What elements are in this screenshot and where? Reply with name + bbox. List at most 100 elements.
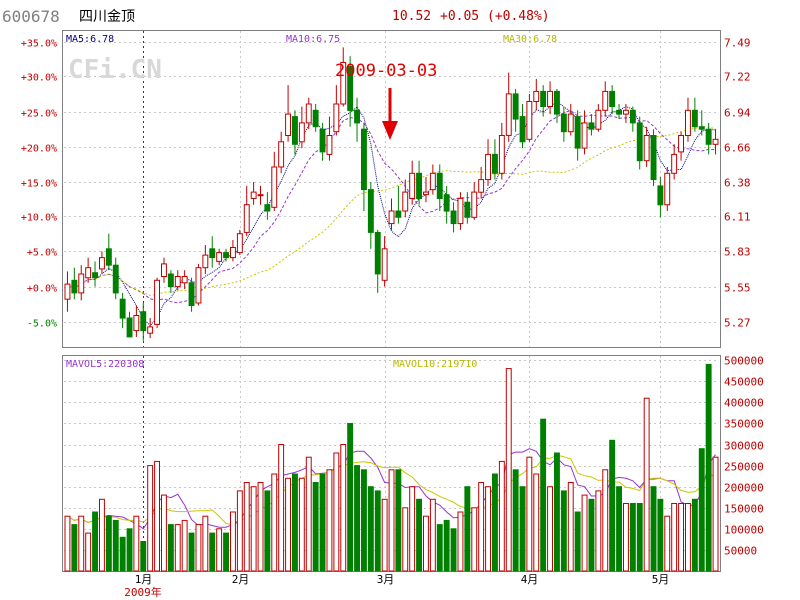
candle-up: [685, 109, 691, 137]
annotation-arrow: [382, 88, 398, 140]
volume-bar: [602, 469, 609, 572]
candle-down: [436, 172, 443, 200]
candle-up: [333, 103, 340, 133]
volume-axis-label: 250000: [724, 461, 764, 474]
candle-up: [326, 135, 333, 155]
candle-up: [409, 172, 416, 200]
candle-up: [99, 257, 105, 270]
volume-bar: [450, 528, 457, 572]
volume-bar: [623, 503, 629, 572]
watermark-logo: CFi.CN: [68, 55, 162, 85]
volume-bar: [188, 532, 195, 572]
annotation-date: 2009-03-03: [335, 61, 437, 81]
price-change: +0.05: [440, 9, 479, 24]
x-tick-label: 1月: [135, 573, 153, 586]
candle-down: [464, 201, 471, 218]
volume-bar: [671, 503, 678, 572]
volume-bar: [367, 486, 374, 572]
volume-bar: [140, 541, 147, 572]
left-axis-label: -5.0%: [27, 319, 57, 330]
candle-up: [388, 210, 395, 225]
candle-up: [623, 109, 629, 115]
moving-average-lines: [67, 100, 716, 327]
volume-bar: [705, 363, 712, 572]
price-value: 10.52: [392, 9, 431, 24]
candle-up: [602, 90, 609, 111]
candle-down: [209, 248, 216, 259]
legend-mavol10: MAVOL10:219710: [393, 359, 477, 370]
candle-down: [354, 109, 361, 124]
price-grid: [64, 42, 719, 323]
candle-down: [71, 279, 78, 294]
candle-down: [223, 252, 230, 259]
volume-bar: [616, 486, 622, 572]
volume-bar: [278, 444, 285, 572]
candle-up: [250, 191, 257, 199]
volume-bar: [216, 528, 223, 572]
candle-down: [657, 185, 664, 206]
volume-bar: [326, 469, 333, 572]
candle-down: [140, 311, 147, 332]
volume-bar: [416, 498, 423, 572]
volume-bar: [581, 494, 588, 572]
candle-up: [202, 254, 209, 269]
volume-bar: [505, 368, 512, 572]
volume-bar: [195, 524, 202, 572]
candle-up: [195, 267, 202, 304]
volume-bar: [347, 423, 354, 572]
candle-up: [664, 172, 671, 206]
volume-bar: [71, 524, 78, 572]
volume-bar: [298, 477, 305, 572]
candle-down: [367, 189, 374, 233]
volume-bar: [464, 486, 471, 572]
x-tick-label: 4月: [521, 573, 539, 586]
left-axis-label: +30.0%: [21, 73, 57, 84]
volume-bar: [712, 456, 719, 572]
left-axis-label: +35.0%: [21, 39, 57, 50]
volume-axis-label: 150000: [724, 503, 764, 516]
volume-bar: [167, 524, 174, 572]
volume-bar: [243, 482, 250, 572]
candle-up: [161, 263, 167, 277]
candle-down: [126, 317, 133, 338]
right-axis-label: 5.83: [724, 246, 751, 259]
candle-down: [650, 135, 657, 181]
right-axis-label: 6.11: [724, 211, 751, 224]
volume-bar: [423, 515, 429, 572]
candle-down: [691, 109, 698, 128]
candle-down: [519, 116, 526, 143]
volume-bar: [209, 532, 216, 572]
volume-bar: [643, 397, 650, 572]
right-axis-label: 6.38: [724, 177, 751, 190]
volume-bar: [636, 503, 643, 572]
volume-bar: [629, 503, 636, 572]
candle-up: [147, 326, 154, 334]
volume-bar: [361, 469, 367, 572]
candle-up: [547, 90, 553, 108]
volume-axis-label: 500000: [724, 355, 764, 368]
volume-panel-frame: [62, 355, 721, 572]
volume-bar: [457, 511, 464, 572]
volume-bar: [319, 473, 326, 572]
volume-bar: [698, 448, 705, 572]
volume-bar: [512, 469, 519, 572]
volume-bar: [105, 515, 112, 572]
volume-bar: [119, 536, 126, 572]
candle-up: [471, 191, 478, 218]
candle-down: [347, 65, 354, 111]
candle-up: [402, 191, 409, 212]
volume-bar: [333, 452, 340, 572]
candle-up: [526, 101, 533, 140]
candle-up: [154, 279, 161, 325]
volume-axis-label: 50000: [724, 545, 757, 558]
candle-up: [271, 166, 278, 208]
volume-bar: [554, 452, 560, 572]
x-tick-label: 2月: [232, 573, 250, 586]
volume-bar: [340, 444, 347, 572]
volume-bar: [126, 528, 133, 572]
candle-up: [243, 204, 250, 233]
legend-ma30: MA30:6.78: [503, 34, 557, 45]
volume-bar: [381, 498, 388, 572]
volume-bar: [271, 473, 278, 572]
